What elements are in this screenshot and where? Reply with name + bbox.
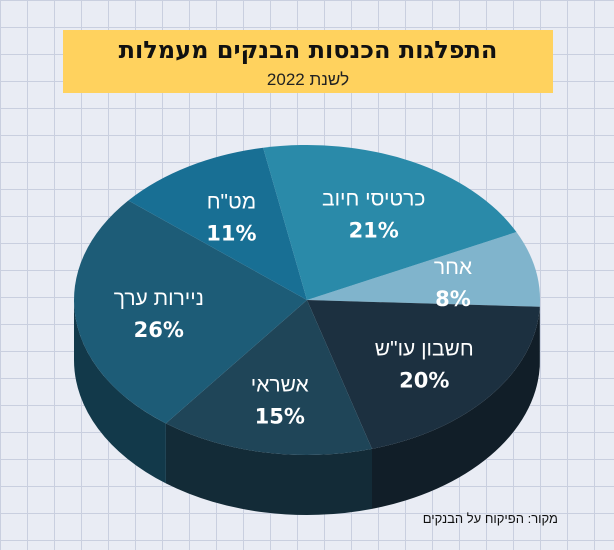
chart-title: התפלגות הכנסות הבנקים מעמלות [118, 36, 498, 64]
slice-value-label: 21% [349, 218, 399, 242]
slice-label: כרטיסי חיוב [322, 187, 425, 210]
slice-label: אשראי [251, 374, 309, 397]
pie-side-segment [74, 300, 166, 484]
pie-labels: אחר 8% חשבון עו"ש 20% אשראי 15% ניירות ערך 26% מ… [114, 187, 474, 428]
slice-label: ניירות ערך [114, 287, 204, 310]
pie-slice [307, 300, 540, 449]
slice-label: אחר [434, 256, 472, 279]
pie-slices [74, 144, 540, 455]
pie-slice [165, 300, 372, 455]
slice-label: חשבון עו"ש [375, 337, 474, 360]
slice-label: מט"ח [207, 190, 256, 213]
title-banner: התפלגות הכנסות הבנקים מעמלות לשנת 2022 [63, 30, 553, 93]
pie-slice [307, 232, 540, 307]
slice-value-label: 11% [206, 221, 256, 245]
pie-side-segment [371, 306, 540, 509]
pie-slice [128, 147, 307, 300]
pie-slice [74, 200, 307, 424]
pie-side-wall [74, 300, 540, 515]
chart-subtitle: לשנת 2022 [266, 70, 350, 89]
pie-slice [263, 144, 517, 300]
source-note: מקור: הפיקוח על הבנקים [422, 511, 558, 526]
pie-side-segment [165, 423, 372, 515]
slice-value-label: 20% [399, 368, 449, 392]
slice-value-label: 8% [435, 287, 471, 311]
slice-value-label: 15% [255, 405, 305, 429]
slice-value-label: 26% [134, 318, 184, 342]
